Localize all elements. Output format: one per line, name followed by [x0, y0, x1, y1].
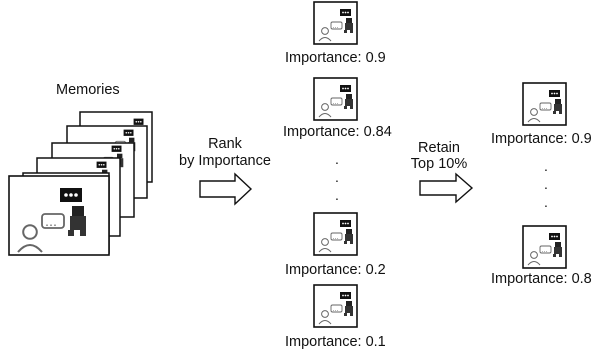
ellipsis-dot: . [544, 176, 548, 192]
ranked-importance-label: Importance: 0.84 [283, 124, 392, 140]
rank-arrow [199, 172, 253, 206]
ellipsis-dot: . [335, 169, 339, 185]
rank-label-line1: Rank [208, 136, 242, 152]
retain-label-line1: Retain [418, 140, 460, 156]
retained-importance-label: Importance: 0.8 [491, 271, 592, 287]
ellipsis-dot: . [544, 158, 548, 174]
ranked-importance-label: Importance: 0.2 [285, 262, 386, 278]
retain-label-line2: Top 10% [410, 156, 468, 172]
ranked-importance-label: Importance: 0.9 [285, 50, 386, 66]
ellipsis-dot: . [335, 151, 339, 167]
ellipsis-dot: . [544, 194, 548, 210]
memory-stack [8, 111, 153, 256]
memories-title: Memories [56, 82, 120, 98]
rank-label-line2: by Importance [179, 153, 271, 169]
ranked-importance-label: Importance: 0.1 [285, 334, 386, 350]
ellipsis-dot: . [335, 187, 339, 203]
retain-arrow [419, 172, 474, 204]
retained-importance-label: Importance: 0.9 [491, 131, 592, 147]
